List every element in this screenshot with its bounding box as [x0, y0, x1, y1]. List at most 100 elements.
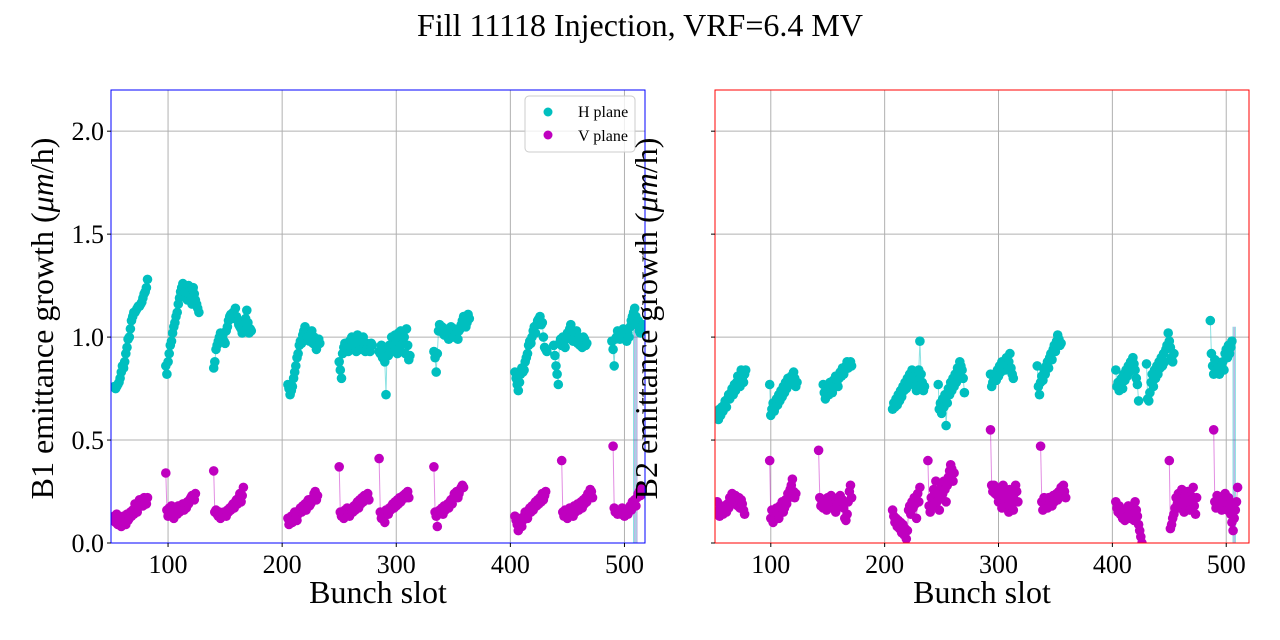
- data-point-b1-h-plane: [125, 324, 136, 334]
- data-point-b1-h-plane: [164, 348, 174, 359]
- data-point-b1-v-plane: [432, 521, 443, 532]
- data-point-b1-h-plane: [431, 367, 442, 377]
- data-point-b1-v-plane: [631, 501, 641, 511]
- data-point-b2-h-plane: [916, 369, 926, 380]
- data-point-b2-h-plane: [941, 420, 951, 431]
- data-point-b1-v-plane: [237, 490, 247, 501]
- data-point-b1-h-plane: [453, 334, 463, 345]
- grid-b1: [111, 90, 645, 543]
- data-point-b2-v-plane: [1060, 492, 1071, 503]
- data-point-b2-v-plane: [1132, 511, 1143, 521]
- data-point-b2-v-plane: [901, 534, 912, 543]
- data-point-b2-h-plane: [833, 381, 843, 392]
- data-point-b2-v-plane: [941, 497, 951, 507]
- data-point-b2-v-plane: [1190, 509, 1201, 519]
- data-point-b2-v-plane: [949, 468, 959, 478]
- data-point-b2-h-plane: [721, 402, 732, 412]
- x-tick-label: 100: [149, 550, 188, 579]
- data-point-b2-v-plane: [914, 497, 924, 507]
- data-point-b1-h-plane: [315, 338, 325, 349]
- data-point-b2-v-plane: [1228, 525, 1238, 536]
- data-point-b1-h-plane: [210, 357, 220, 367]
- data-point-b1-v-plane: [637, 484, 645, 495]
- data-point-b2-v-plane: [1232, 482, 1243, 493]
- data-point-b2-v-plane: [791, 488, 801, 499]
- data-point-b2-h-plane: [1163, 328, 1173, 338]
- data-point-b2-h-plane: [1005, 348, 1015, 359]
- data-point-b2-v-plane: [1189, 501, 1200, 511]
- x-axis-label-b2: Bunch slot: [913, 574, 1051, 610]
- data-point-b2-v-plane: [1008, 505, 1019, 515]
- data-point-b2-v-plane: [902, 525, 913, 536]
- data-point-b2-v-plane: [911, 513, 922, 524]
- data-point-b2-h-plane: [959, 387, 970, 398]
- y-tick-label: 1.5: [72, 220, 105, 249]
- data-point-b2-v-plane: [813, 445, 824, 456]
- x-tick-label: 400: [1093, 550, 1132, 579]
- data-point-b2-h-plane: [846, 361, 857, 371]
- data-point-b1-h-plane: [530, 328, 541, 338]
- y-tick-label: 0.0: [72, 529, 105, 558]
- y-axis-label-b2-unit: μm: [628, 173, 664, 213]
- data-point-b1-v-plane: [404, 492, 414, 503]
- data-point-b2-h-plane: [738, 377, 749, 388]
- grid-b2: [715, 90, 1249, 543]
- data-point-b2-h-plane: [957, 365, 967, 375]
- data-point-b1-v-plane: [374, 453, 384, 464]
- data-point-b2-h-plane: [1141, 359, 1152, 369]
- y-axis-label-b2: B2 emittance growth (μm/h): [628, 138, 664, 500]
- data-point-b1-h-plane: [336, 373, 347, 384]
- data-point-b1-v-plane: [429, 462, 439, 472]
- data-point-b2-v-plane: [948, 476, 958, 487]
- data-point-b2-h-plane: [1159, 357, 1170, 367]
- data-point-b1-h-plane: [124, 332, 135, 342]
- legend-label-h-plane: H plane: [578, 104, 628, 121]
- data-point-b1-h-plane: [293, 348, 303, 359]
- data-point-b2-h-plane: [919, 381, 930, 392]
- panel-b2: 100 200 300 400 500 Bunch slot B2 emittance …: [628, 89, 1250, 610]
- data-point-b2-h-plane: [1144, 396, 1154, 406]
- data-point-b1-h-plane: [609, 361, 619, 371]
- data-point-b2-v-plane: [985, 425, 996, 435]
- data-point-b1-v-plane: [190, 488, 201, 499]
- data-point-b1-h-plane: [287, 381, 298, 392]
- data-point-b2-v-plane: [1208, 425, 1219, 435]
- legend-box: [524, 95, 636, 153]
- data-point-b2-v-plane: [1230, 505, 1241, 515]
- y-axis-label-b2-suffix: /h): [628, 138, 664, 174]
- data-point-b1-h-plane: [334, 357, 345, 367]
- data-point-b2-v-plane: [787, 474, 798, 485]
- data-point-b2-v-plane: [1130, 497, 1140, 507]
- data-point-b1-v-plane: [556, 455, 567, 466]
- axes-frame-b1: [110, 89, 646, 544]
- data-point-b1-v-plane: [142, 492, 153, 503]
- data-point-b1-h-plane: [141, 282, 152, 293]
- x-tick-label: 300: [979, 550, 1018, 579]
- data-point-b1-v-plane: [380, 517, 390, 528]
- data-point-b1-h-plane: [542, 346, 552, 357]
- data-point-b2-v-plane: [845, 480, 856, 491]
- data-point-b1-h-plane: [639, 324, 645, 334]
- data-point-b2-h-plane: [915, 336, 925, 347]
- data-point-b1-h-plane: [522, 348, 533, 359]
- data-point-b1-h-plane: [560, 342, 570, 353]
- data-point-b1-h-plane: [172, 307, 182, 318]
- data-point-b2-h-plane: [1219, 365, 1229, 375]
- data-point-b1-h-plane: [367, 340, 378, 351]
- data-point-b2-v-plane: [1013, 497, 1023, 507]
- chart-title: Fill 11118 Injection, VRF=6.4 MV: [417, 7, 863, 43]
- x-tick-label: 500: [1207, 550, 1246, 579]
- data-point-b1-h-plane: [381, 389, 391, 400]
- data-point-b1-h-plane: [551, 361, 561, 371]
- y-axis-label-b1-unit: μm: [24, 173, 60, 213]
- x-tick-label: 300: [377, 550, 416, 579]
- data-point-b1-v-plane: [364, 495, 374, 505]
- data-point-b1-h-plane: [166, 336, 177, 347]
- data-point-b1-v-plane: [587, 492, 598, 503]
- x-tick-label: 100: [751, 550, 790, 579]
- data-point-b1-h-plane: [513, 385, 524, 396]
- data-point-b1-h-plane: [162, 369, 172, 380]
- data-point-b2-v-plane: [1137, 538, 1147, 543]
- data-point-b2-v-plane: [842, 509, 852, 519]
